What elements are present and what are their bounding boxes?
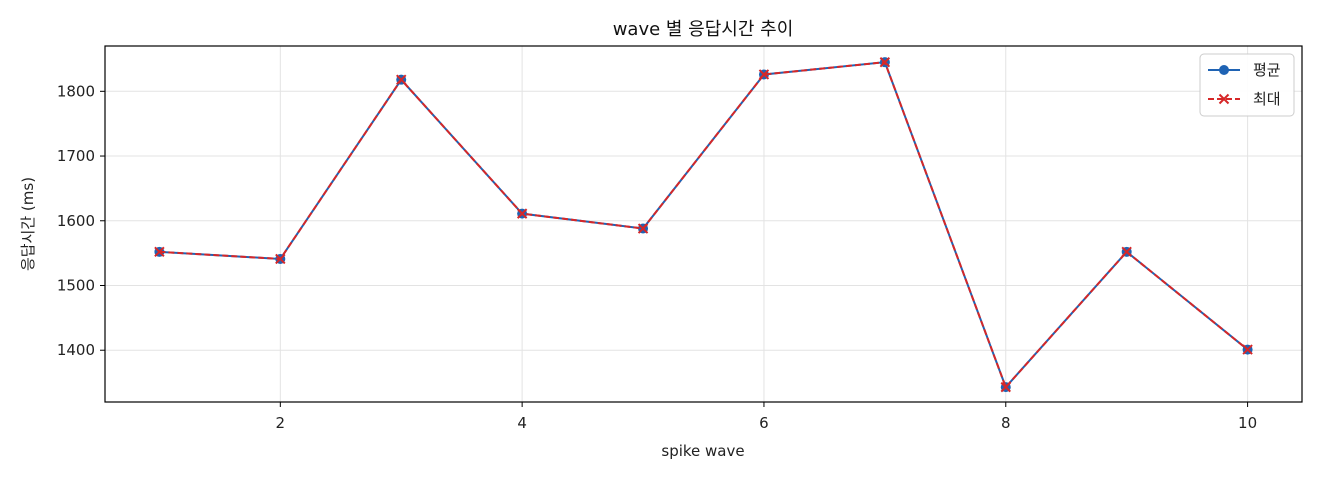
data-point <box>637 223 649 234</box>
data-point <box>154 246 165 258</box>
grid-lines <box>105 46 1302 402</box>
data-point <box>1242 344 1253 355</box>
legend-marker <box>1219 65 1229 75</box>
series-line <box>159 61 1249 390</box>
data-point <box>1000 381 1011 393</box>
legend-label: 최대 <box>1253 90 1281 108</box>
plot-area <box>104 45 1303 403</box>
y-axis: 1400 1500 1600 1700 1800 <box>57 82 105 359</box>
y-tick-label: 1500 <box>57 276 95 294</box>
x-tick-label: 4 <box>517 414 527 432</box>
legend-label: 평균 <box>1253 61 1281 79</box>
data-point <box>879 56 891 68</box>
data-point <box>516 208 528 219</box>
y-tick-label: 1400 <box>57 341 95 359</box>
x-tick-label: 6 <box>759 414 769 432</box>
y-tick-label: 1700 <box>57 147 95 165</box>
y-axis-title: 응답시간 (ms) <box>19 177 37 271</box>
x-axis-title: spike wave <box>661 442 744 460</box>
series-2 <box>154 56 1253 393</box>
series-1 <box>154 57 1253 393</box>
data-point <box>275 253 286 265</box>
series-line <box>159 61 1249 390</box>
x-tick-label: 2 <box>276 414 286 432</box>
data-point <box>1121 246 1132 258</box>
chart-title: wave 별 응답시간 추이 <box>613 19 794 40</box>
y-tick-label: 1800 <box>57 82 95 100</box>
x-tick-label: 10 <box>1238 414 1257 432</box>
x-axis: 2 4 6 8 10 <box>276 402 1257 432</box>
series-group <box>154 56 1253 393</box>
data-point <box>396 74 407 85</box>
y-tick-label: 1600 <box>57 212 95 230</box>
data-point <box>758 69 770 80</box>
legend-marker <box>1218 93 1230 105</box>
x-tick-label: 8 <box>1001 414 1011 432</box>
